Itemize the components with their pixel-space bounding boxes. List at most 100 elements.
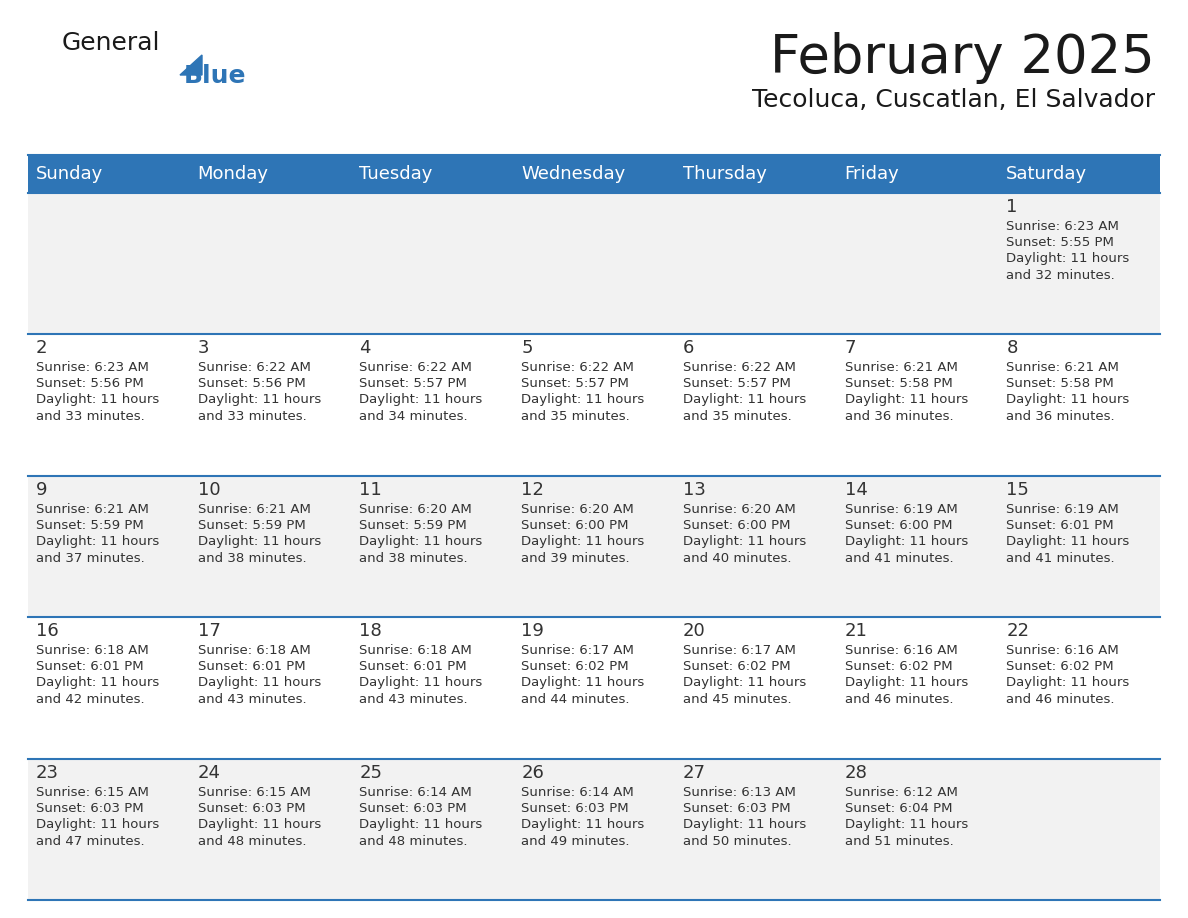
Bar <box>29 758 190 900</box>
Bar <box>836 476 998 617</box>
Bar <box>836 617 998 758</box>
Bar <box>190 334 352 476</box>
Text: Sunset: 6:03 PM: Sunset: 6:03 PM <box>683 801 790 814</box>
Text: Daylight: 11 hours
and 43 minutes.: Daylight: 11 hours and 43 minutes. <box>360 677 482 706</box>
Bar <box>190 193 352 334</box>
Text: Sunrise: 6:12 AM: Sunrise: 6:12 AM <box>845 786 958 799</box>
Text: 11: 11 <box>360 481 383 498</box>
Text: Sunset: 6:02 PM: Sunset: 6:02 PM <box>845 660 953 673</box>
Bar <box>675 334 836 476</box>
Bar <box>836 193 998 334</box>
Text: Sunset: 6:00 PM: Sunset: 6:00 PM <box>845 519 952 532</box>
Text: Daylight: 11 hours
and 35 minutes.: Daylight: 11 hours and 35 minutes. <box>522 394 644 423</box>
Text: Sunrise: 6:20 AM: Sunrise: 6:20 AM <box>360 503 472 516</box>
Text: Sunrise: 6:20 AM: Sunrise: 6:20 AM <box>522 503 634 516</box>
Bar <box>352 334 513 476</box>
Text: Sunrise: 6:19 AM: Sunrise: 6:19 AM <box>845 503 958 516</box>
Text: 22: 22 <box>1006 622 1029 640</box>
Text: 2: 2 <box>36 340 48 357</box>
Text: Sunset: 6:03 PM: Sunset: 6:03 PM <box>360 801 467 814</box>
Text: 21: 21 <box>845 622 867 640</box>
Text: Sunrise: 6:18 AM: Sunrise: 6:18 AM <box>197 644 310 657</box>
Text: Sunset: 5:58 PM: Sunset: 5:58 PM <box>845 377 953 390</box>
Text: Sunrise: 6:22 AM: Sunrise: 6:22 AM <box>360 362 473 375</box>
Text: 4: 4 <box>360 340 371 357</box>
Text: Daylight: 11 hours
and 47 minutes.: Daylight: 11 hours and 47 minutes. <box>36 818 159 847</box>
Text: Sunrise: 6:23 AM: Sunrise: 6:23 AM <box>36 362 148 375</box>
Text: Sunrise: 6:16 AM: Sunrise: 6:16 AM <box>1006 644 1119 657</box>
Text: Daylight: 11 hours
and 36 minutes.: Daylight: 11 hours and 36 minutes. <box>845 394 968 423</box>
Bar <box>513 617 675 758</box>
Text: 18: 18 <box>360 622 383 640</box>
Text: Tuesday: Tuesday <box>360 165 432 183</box>
Text: Daylight: 11 hours
and 41 minutes.: Daylight: 11 hours and 41 minutes. <box>845 535 968 565</box>
Text: Sunset: 5:56 PM: Sunset: 5:56 PM <box>197 377 305 390</box>
Text: 14: 14 <box>845 481 867 498</box>
Text: Sunset: 6:01 PM: Sunset: 6:01 PM <box>36 660 144 673</box>
Bar <box>190 617 352 758</box>
Text: Sunrise: 6:22 AM: Sunrise: 6:22 AM <box>522 362 634 375</box>
Text: Wednesday: Wednesday <box>522 165 625 183</box>
Text: Sunrise: 6:21 AM: Sunrise: 6:21 AM <box>1006 362 1119 375</box>
Text: 13: 13 <box>683 481 706 498</box>
Bar <box>998 334 1159 476</box>
Bar <box>998 617 1159 758</box>
Text: Daylight: 11 hours
and 41 minutes.: Daylight: 11 hours and 41 minutes. <box>1006 535 1130 565</box>
Text: 24: 24 <box>197 764 221 781</box>
Text: 19: 19 <box>522 622 544 640</box>
Text: 26: 26 <box>522 764 544 781</box>
Text: Sunrise: 6:22 AM: Sunrise: 6:22 AM <box>683 362 796 375</box>
Text: Sunset: 6:02 PM: Sunset: 6:02 PM <box>1006 660 1114 673</box>
Bar <box>513 476 675 617</box>
Text: Sunset: 5:59 PM: Sunset: 5:59 PM <box>36 519 144 532</box>
Bar <box>513 334 675 476</box>
Text: Sunset: 6:00 PM: Sunset: 6:00 PM <box>683 519 790 532</box>
Text: 10: 10 <box>197 481 220 498</box>
Text: Sunrise: 6:13 AM: Sunrise: 6:13 AM <box>683 786 796 799</box>
Text: Sunrise: 6:15 AM: Sunrise: 6:15 AM <box>197 786 310 799</box>
Text: Sunrise: 6:17 AM: Sunrise: 6:17 AM <box>522 644 634 657</box>
Text: Daylight: 11 hours
and 34 minutes.: Daylight: 11 hours and 34 minutes. <box>360 394 482 423</box>
Bar <box>29 476 190 617</box>
Bar <box>29 334 190 476</box>
Text: Sunset: 5:55 PM: Sunset: 5:55 PM <box>1006 236 1114 249</box>
Text: Daylight: 11 hours
and 35 minutes.: Daylight: 11 hours and 35 minutes. <box>683 394 807 423</box>
Text: Sunset: 6:03 PM: Sunset: 6:03 PM <box>522 801 628 814</box>
Text: Daylight: 11 hours
and 46 minutes.: Daylight: 11 hours and 46 minutes. <box>1006 677 1130 706</box>
Text: Sunrise: 6:21 AM: Sunrise: 6:21 AM <box>36 503 148 516</box>
Text: Daylight: 11 hours
and 33 minutes.: Daylight: 11 hours and 33 minutes. <box>36 394 159 423</box>
Text: Friday: Friday <box>845 165 899 183</box>
Text: February 2025: February 2025 <box>770 32 1155 84</box>
Text: Sunset: 6:03 PM: Sunset: 6:03 PM <box>36 801 144 814</box>
Text: 8: 8 <box>1006 340 1018 357</box>
Text: 16: 16 <box>36 622 58 640</box>
Text: Daylight: 11 hours
and 46 minutes.: Daylight: 11 hours and 46 minutes. <box>845 677 968 706</box>
Text: Sunset: 6:03 PM: Sunset: 6:03 PM <box>197 801 305 814</box>
Text: Sunrise: 6:22 AM: Sunrise: 6:22 AM <box>197 362 310 375</box>
Text: Sunrise: 6:23 AM: Sunrise: 6:23 AM <box>1006 220 1119 233</box>
Text: Sunrise: 6:21 AM: Sunrise: 6:21 AM <box>845 362 958 375</box>
Bar <box>998 193 1159 334</box>
Bar <box>29 193 190 334</box>
Text: 6: 6 <box>683 340 694 357</box>
Bar <box>190 758 352 900</box>
Text: Sunrise: 6:21 AM: Sunrise: 6:21 AM <box>197 503 310 516</box>
Text: 7: 7 <box>845 340 857 357</box>
Text: Sunset: 6:04 PM: Sunset: 6:04 PM <box>845 801 952 814</box>
Text: Sunset: 6:02 PM: Sunset: 6:02 PM <box>683 660 790 673</box>
Text: Sunset: 5:58 PM: Sunset: 5:58 PM <box>1006 377 1114 390</box>
Text: Daylight: 11 hours
and 40 minutes.: Daylight: 11 hours and 40 minutes. <box>683 535 807 565</box>
Text: Daylight: 11 hours
and 48 minutes.: Daylight: 11 hours and 48 minutes. <box>197 818 321 847</box>
Text: Daylight: 11 hours
and 32 minutes.: Daylight: 11 hours and 32 minutes. <box>1006 252 1130 282</box>
Bar <box>836 758 998 900</box>
Text: Sunset: 6:00 PM: Sunset: 6:00 PM <box>522 519 628 532</box>
Text: Sunset: 6:02 PM: Sunset: 6:02 PM <box>522 660 628 673</box>
Bar <box>352 617 513 758</box>
Text: Sunday: Sunday <box>36 165 103 183</box>
Text: Daylight: 11 hours
and 50 minutes.: Daylight: 11 hours and 50 minutes. <box>683 818 807 847</box>
Text: Sunset: 5:57 PM: Sunset: 5:57 PM <box>360 377 467 390</box>
Text: 17: 17 <box>197 622 221 640</box>
Bar <box>513 193 675 334</box>
Text: Sunrise: 6:20 AM: Sunrise: 6:20 AM <box>683 503 796 516</box>
Text: 25: 25 <box>360 764 383 781</box>
